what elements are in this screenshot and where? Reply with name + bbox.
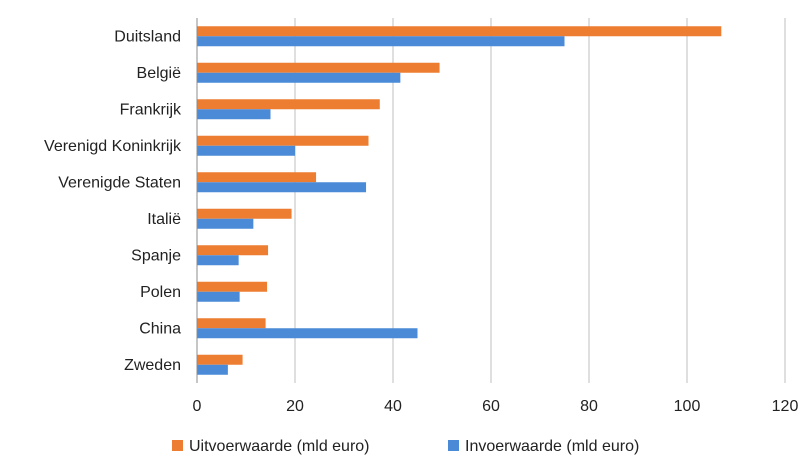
legend-label-1: Invoerwaarde (mld euro) (465, 438, 639, 455)
bar-uitvoer-9 (197, 354, 243, 365)
bar-invoer-4 (197, 182, 367, 193)
bar-uitvoer-2 (197, 99, 380, 110)
category-label: Polen (140, 284, 181, 301)
bar-uitvoer-5 (197, 208, 292, 219)
legend-label-0: Uitvoerwaarde (mld euro) (189, 438, 370, 455)
category-label: Italië (147, 211, 181, 228)
bar-invoer-5 (197, 218, 254, 229)
bar-invoer-9 (197, 364, 228, 375)
bar-invoer-1 (197, 72, 401, 83)
bar-uitvoer-6 (197, 245, 269, 256)
category-label: Verenigd Koninkrijk (44, 138, 182, 155)
x-tick-label: 80 (580, 398, 598, 415)
category-label: Spanje (131, 247, 181, 264)
bars (197, 26, 722, 375)
legend: Uitvoerwaarde (mld euro) Invoerwaarde (ml… (172, 438, 639, 455)
category-label: Verenigde Staten (58, 174, 181, 191)
x-tick-label: 120 (772, 398, 799, 415)
bar-uitvoer-4 (197, 172, 317, 183)
bar-invoer-8 (197, 328, 418, 339)
bar-invoer-2 (197, 109, 271, 120)
x-tick-label: 40 (384, 398, 402, 415)
bar-uitvoer-0 (197, 26, 722, 37)
category-label: Duitsland (114, 28, 181, 45)
category-labels: Duitsland België Frankrijk Verenigd Koninkr… (44, 28, 182, 374)
bar-uitvoer-8 (197, 318, 266, 329)
category-label: Frankrijk (120, 101, 182, 118)
x-tick-label: 0 (193, 398, 202, 415)
category-label: Zweden (124, 357, 181, 374)
category-label: China (139, 320, 181, 337)
bar-invoer-7 (197, 291, 240, 302)
bar-invoer-6 (197, 255, 239, 266)
bar-invoer-3 (197, 145, 295, 156)
bar-uitvoer-3 (197, 135, 369, 146)
bar-uitvoer-7 (197, 281, 268, 292)
legend-swatch-1 (448, 440, 459, 451)
x-tick-label: 60 (482, 398, 500, 415)
x-tick-labels: 0 20 40 60 80 100 120 (193, 398, 799, 415)
bar-invoer-0 (197, 36, 565, 47)
category-label: België (137, 65, 182, 82)
legend-swatch-0 (172, 440, 183, 451)
bar-uitvoer-1 (197, 62, 440, 73)
x-tick-label: 100 (674, 398, 701, 415)
x-tick-label: 20 (286, 398, 304, 415)
